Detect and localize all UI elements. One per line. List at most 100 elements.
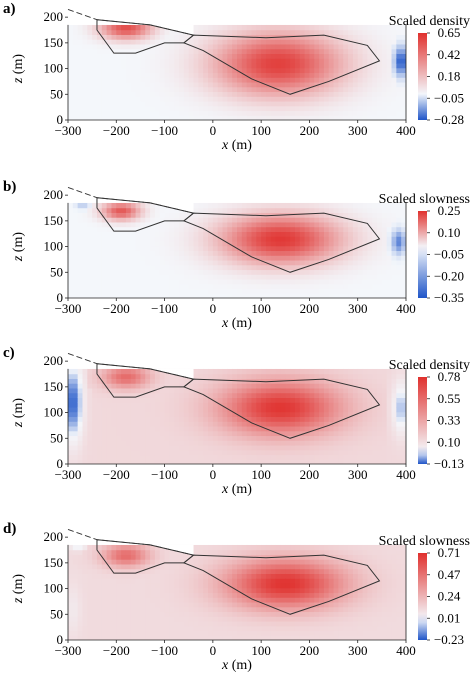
heatmap-cell [266,269,271,274]
heatmap-cell [358,58,363,63]
heatmap-cell [276,421,281,426]
heatmap-cell [203,72,208,77]
heatmap-cell [290,53,295,58]
heatmap-cell [358,49,363,54]
heatmap-cell [377,450,382,455]
heatmap-cell [223,39,228,44]
heatmap-cell [343,269,348,274]
heatmap-cell [121,58,126,63]
heatmap-cell [348,454,353,459]
heatmap-cell [82,208,87,213]
heatmap-cell [280,231,285,236]
heatmap-cell [78,554,83,559]
heatmap-cell [208,416,213,421]
heatmap-cell [261,265,266,270]
heatmap-cell [136,101,141,106]
heatmap-cell [338,101,343,106]
heatmap-cell [266,445,271,450]
heatmap-cell [348,34,353,39]
heatmap-cell [377,383,382,388]
heatmap-cell [208,426,213,431]
heatmap-cell [136,435,141,440]
heatmap-cell [271,288,276,293]
heatmap-cell [68,34,73,39]
heatmap-cell [92,597,97,602]
heatmap-cell [121,397,126,402]
heatmap-cell [329,217,334,222]
heatmap-cell [300,369,305,374]
heatmap-cell [387,397,392,402]
heatmap-cell [203,440,208,445]
heatmap-cell [261,440,266,445]
heatmap-cell [107,588,112,593]
heatmap-cell [367,101,372,106]
heatmap-cell [198,435,203,440]
heatmap-cell [169,592,174,597]
heatmap-cell [324,440,329,445]
heatmap-cell [237,260,242,265]
heatmap-cell [198,255,203,260]
heatmap-cell [290,231,295,236]
heatmap-cell [319,87,324,92]
heatmap-cell [223,450,228,455]
heatmap-cell [300,44,305,49]
heatmap-cell [392,440,397,445]
heatmap-cell [285,203,290,208]
heatmap-cell [203,435,208,440]
heatmap-cell [353,72,358,77]
heatmap-cell [363,231,368,236]
heatmap-cell [237,231,242,236]
heatmap-cell [319,44,324,49]
colorbar [418,33,427,120]
heatmap-cell [218,284,223,289]
heatmap-cell [116,388,121,393]
heatmap-cell [203,274,208,279]
heatmap-cell [92,621,97,626]
heatmap-cell [305,454,310,459]
heatmap-cell [295,274,300,279]
heatmap-cell [126,369,131,374]
heatmap-cell [232,87,237,92]
heatmap-cell [367,255,372,260]
heatmap-cell [256,265,261,270]
heatmap-cell [155,588,160,593]
heatmap-cell [165,412,170,417]
heatmap-cell [87,44,92,49]
heatmap-cell [305,421,310,426]
heatmap-cell [348,212,353,217]
x-axis-label: x (m) [221,482,252,497]
heatmap-cell [223,397,228,402]
heatmap-cell [87,573,92,578]
heatmap-cell [334,30,339,35]
heatmap-cell [387,236,392,241]
heatmap-cell [300,393,305,398]
heatmap-cell [247,440,252,445]
heatmap-cell [218,435,223,440]
heatmap-cell [155,53,160,58]
heatmap-cell [387,208,392,213]
heatmap-cell [160,621,165,626]
heatmap-cell [266,208,271,213]
heatmap-cell [358,250,363,255]
heatmap-cell [82,445,87,450]
heatmap-cell [145,34,150,39]
heatmap-cell [198,101,203,106]
heatmap-cell [136,274,141,279]
heatmap-cell [136,212,141,217]
heatmap-cell [78,616,83,621]
heatmap-cell [295,227,300,232]
heatmap-cell [165,426,170,431]
heatmap-cell [363,416,368,421]
heatmap-cell [97,49,102,54]
heatmap-cell [348,421,353,426]
heatmap-cell [111,421,116,426]
heatmap-cell [189,265,194,270]
heatmap-cell [174,49,179,54]
heatmap-cell [184,412,189,417]
heatmap-cell [382,412,387,417]
heatmap-cell [131,212,136,217]
heatmap-cell [68,369,73,374]
heatmap-cell [343,236,348,241]
heatmap-cell [314,416,319,421]
heatmap-cell [150,82,155,87]
